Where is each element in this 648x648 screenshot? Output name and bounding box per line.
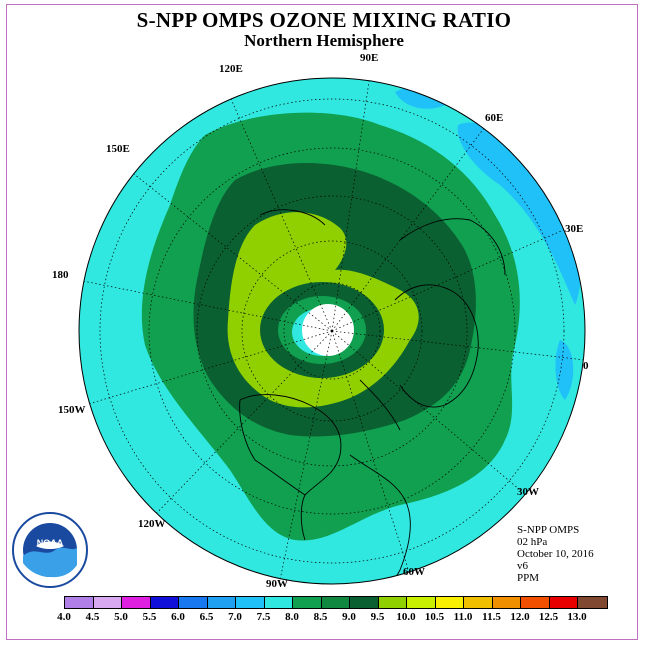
ozone-field-7.0-edge	[555, 340, 574, 400]
colorbar-segment	[435, 597, 464, 608]
colorbar-tick-label: 9.5	[370, 611, 385, 623]
ozone-field-7.0-east	[457, 122, 582, 306]
colorbar-tick-label: 12.0	[510, 611, 530, 623]
colorbar-segment	[492, 597, 521, 608]
lon-label-120e: 120E	[219, 63, 243, 75]
coastlines	[239, 209, 506, 584]
map-subtitle: Northern Hemisphere	[244, 31, 404, 50]
map-border	[78, 77, 586, 585]
colorbar-tick-label: 13.0	[567, 611, 587, 623]
lon-label-120w: 120W	[138, 518, 166, 530]
colorbar-segment	[350, 597, 379, 608]
colorbar-tick-label: 6.5	[199, 611, 214, 623]
colorbar-segment	[236, 597, 265, 608]
colorbar-tick-label: 4.5	[85, 611, 100, 623]
colorbar-tick-label: 5.5	[142, 611, 157, 623]
info-units: PPM	[517, 572, 540, 584]
lon-label-150e: 150E	[106, 143, 130, 155]
colorbar-tick-label: 10.5	[424, 611, 445, 623]
lon-label-30e: 30E	[565, 223, 584, 235]
longitude-grid	[79, 78, 585, 581]
colorbar-tick-label: 4.0	[57, 611, 71, 623]
colorbar-segment	[65, 597, 94, 608]
info-instrument: S-NPP OMPS	[517, 524, 580, 536]
colorbar-tick-label: 5.0	[114, 611, 128, 623]
colorbar-segment	[93, 597, 122, 608]
info-block: S-NPP OMPS 02 hPa October 10, 2016 v6 PP…	[517, 524, 594, 584]
colorbar-tick-label: 11.0	[453, 611, 473, 623]
colorbar-segment	[207, 597, 236, 608]
colorbar-segment	[549, 597, 578, 608]
lon-label-150w: 150W	[58, 404, 86, 416]
lon-label-90e: 90E	[360, 52, 379, 64]
colorbar-segment	[521, 597, 550, 608]
colorbar-segment	[578, 597, 607, 608]
colorbar-tick-label: 8.5	[313, 611, 328, 623]
info-version: v6	[517, 560, 528, 572]
colorbar-segment	[179, 597, 208, 608]
colorbar-segment	[407, 597, 436, 608]
colorbar-segment	[293, 597, 322, 608]
map-title: S-NPP OMPS OZONE MIXING RATIO	[136, 8, 512, 32]
lon-label-180: 180	[52, 269, 69, 281]
colorbar-segment	[264, 597, 293, 608]
colorbar-tick-label: 8.0	[285, 611, 299, 623]
info-date: October 10, 2016	[517, 548, 594, 560]
lon-label-0: 0	[583, 360, 589, 372]
colorbar-segment	[321, 597, 350, 608]
lon-label-30w: 30W	[517, 486, 539, 498]
info-level: 02 hPa	[517, 536, 548, 548]
lon-label-60w: 60W	[403, 566, 425, 578]
colorbar-tick-label: 10.0	[396, 611, 416, 623]
colorbar-tick-label: 11.5	[482, 611, 501, 623]
colorbar-tick-label: 12.5	[538, 611, 559, 623]
colorbar-segment	[122, 597, 151, 608]
colorbar-tick-label: 9.0	[342, 611, 356, 623]
lon-label-60e: 60E	[485, 112, 504, 124]
colorbar-tick-label: 7.5	[256, 611, 271, 623]
colorbar-tick-label: 7.0	[228, 611, 242, 623]
colorbar	[64, 596, 608, 609]
lon-label-90w: 90W	[266, 578, 288, 590]
colorbar-segment	[378, 597, 407, 608]
colorbar-segment	[464, 597, 493, 608]
colorbar-tick-label: 6.0	[171, 611, 185, 623]
colorbar-segment	[150, 597, 179, 608]
